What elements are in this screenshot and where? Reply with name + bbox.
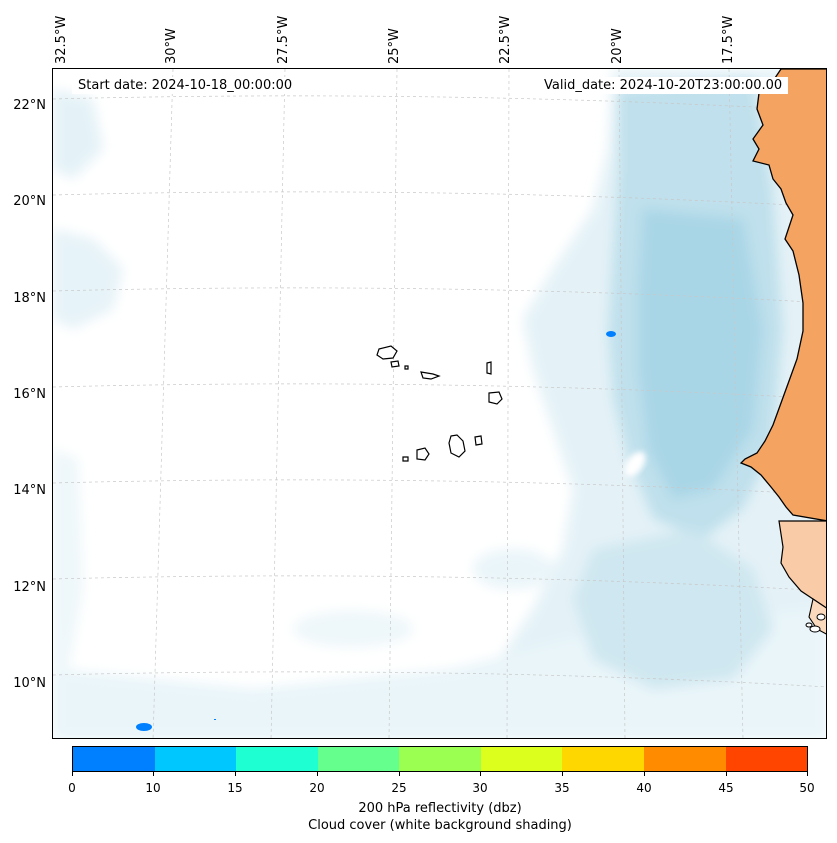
colorbar-tickmark-10 xyxy=(153,771,154,776)
colorbar-tickmark-0 xyxy=(72,771,73,776)
colorbar-tickmark-40 xyxy=(644,771,645,776)
cloud-strip-west xyxy=(53,449,83,679)
cloud-patch-central xyxy=(473,549,553,589)
cloud-patch-southeast xyxy=(573,529,773,689)
colorbar-tickmark-25 xyxy=(399,771,400,776)
island-santa-luzia xyxy=(404,365,409,370)
colorbar-segment-20-25 xyxy=(317,747,400,771)
colorbar-tickmark-15 xyxy=(235,771,236,776)
island-fogo xyxy=(416,447,430,461)
map-panel[interactable] xyxy=(52,68,827,739)
colorbar-tickmark-50 xyxy=(807,771,808,776)
colorbar-tickmark-35 xyxy=(562,771,563,776)
bissagos-island-1 xyxy=(809,625,821,633)
lat-label-22n: 22°N xyxy=(13,98,46,113)
colorbar-segment-25-30 xyxy=(399,747,481,771)
colorbar-tickmark-45 xyxy=(726,771,727,776)
graticule xyxy=(53,69,826,738)
bissagos-island-2 xyxy=(816,613,826,621)
island-santo-antao xyxy=(376,345,398,360)
reflectivity-layer xyxy=(136,331,616,731)
grid-line-20w xyxy=(618,69,626,738)
lon-label-22-5w: 22.5°W xyxy=(498,15,513,64)
lat-label-20n: 20°N xyxy=(13,194,46,209)
cloud-cover-layer xyxy=(53,69,826,738)
colorbar-tick-50: 50 xyxy=(799,781,815,795)
colorbar-segment-0-10 xyxy=(73,747,155,771)
africa-coast-main xyxy=(739,69,826,522)
colorbar-segment-30-35 xyxy=(480,747,563,771)
grid-line-30w xyxy=(152,69,174,738)
colorbar-tick-40: 40 xyxy=(636,781,652,795)
colorbar-tick-45: 45 xyxy=(718,781,734,795)
island-santiago xyxy=(448,434,466,458)
lon-label-17-5w: 17.5°W xyxy=(721,15,736,64)
colorbar-tick-25: 25 xyxy=(391,781,407,795)
bissagos-island-3 xyxy=(805,622,813,628)
lat-label-10n: 10°N xyxy=(13,676,46,691)
colorbar-segment-45-50 xyxy=(725,747,808,771)
reflectivity-cell-southwest xyxy=(136,723,152,731)
grid-line-17-5w xyxy=(728,69,744,738)
colorbar-tick-35: 35 xyxy=(554,781,570,795)
cloud-patch-south-central xyxy=(293,611,413,647)
colorbar-tickmark-30 xyxy=(480,771,481,776)
island-sal xyxy=(486,361,492,375)
island-maio xyxy=(474,435,483,446)
colorbar-tick-30: 30 xyxy=(472,781,488,795)
lat-label-12n: 12°N xyxy=(13,580,46,595)
colorbar-tick-10: 10 xyxy=(145,781,161,795)
start-date-label: Start date: 2024-10-18_00:00:00 xyxy=(72,77,299,94)
cloud-patch-west xyxy=(53,229,123,329)
grid-line-25w xyxy=(388,69,398,738)
reflectivity-speck xyxy=(214,719,216,720)
valid-date-label: Valid_date: 2024-10-20T23:00:00.00 xyxy=(538,77,789,94)
land-west-africa xyxy=(739,69,826,635)
grid-line-22-5w xyxy=(506,69,510,738)
colorbar-sublabel: Cloud cover (white background shading) xyxy=(308,818,572,833)
lon-label-30w: 30°W xyxy=(164,28,179,64)
colorbar-tick-15: 15 xyxy=(227,781,243,795)
colorbar-segment-40-45 xyxy=(643,747,726,771)
lat-label-14n: 14°N xyxy=(13,483,46,498)
colorbar-segment-10-15 xyxy=(154,747,237,771)
colorbar-tick-0: 0 xyxy=(68,781,76,795)
cloud-dense-east xyxy=(638,209,763,499)
island-boa-vista xyxy=(488,391,503,405)
colorbar-segment-15-20 xyxy=(236,747,318,771)
lat-label-16n: 16°N xyxy=(13,387,46,402)
colorbar-label: 200 hPa reflectivity (dbz) xyxy=(358,801,522,816)
island-brava xyxy=(402,456,409,462)
grid-line-27-5w xyxy=(270,69,286,738)
lat-label-18n: 18°N xyxy=(13,291,46,306)
colorbar-tickmark-20 xyxy=(317,771,318,776)
lon-label-25w: 25°W xyxy=(387,28,402,64)
gambia-senegal-coast xyxy=(778,520,826,609)
island-sao-nicolau xyxy=(420,371,441,380)
cape-verde-islands xyxy=(376,345,503,462)
colorbar-tick-20: 20 xyxy=(309,781,325,795)
cloud-patch-northwest xyxy=(53,89,103,179)
colorbar-segment-35-40 xyxy=(562,747,644,771)
cloud-gap xyxy=(624,451,646,477)
island-sao-vicente xyxy=(390,360,400,368)
map-canvas xyxy=(53,69,826,738)
lon-label-27-5w: 27.5°W xyxy=(276,15,291,64)
reflectivity-cell-east xyxy=(606,331,616,337)
colorbar xyxy=(72,746,808,772)
lon-label-32-5w: 32.5°W xyxy=(54,15,69,64)
lon-label-20w: 20°W xyxy=(610,28,625,64)
